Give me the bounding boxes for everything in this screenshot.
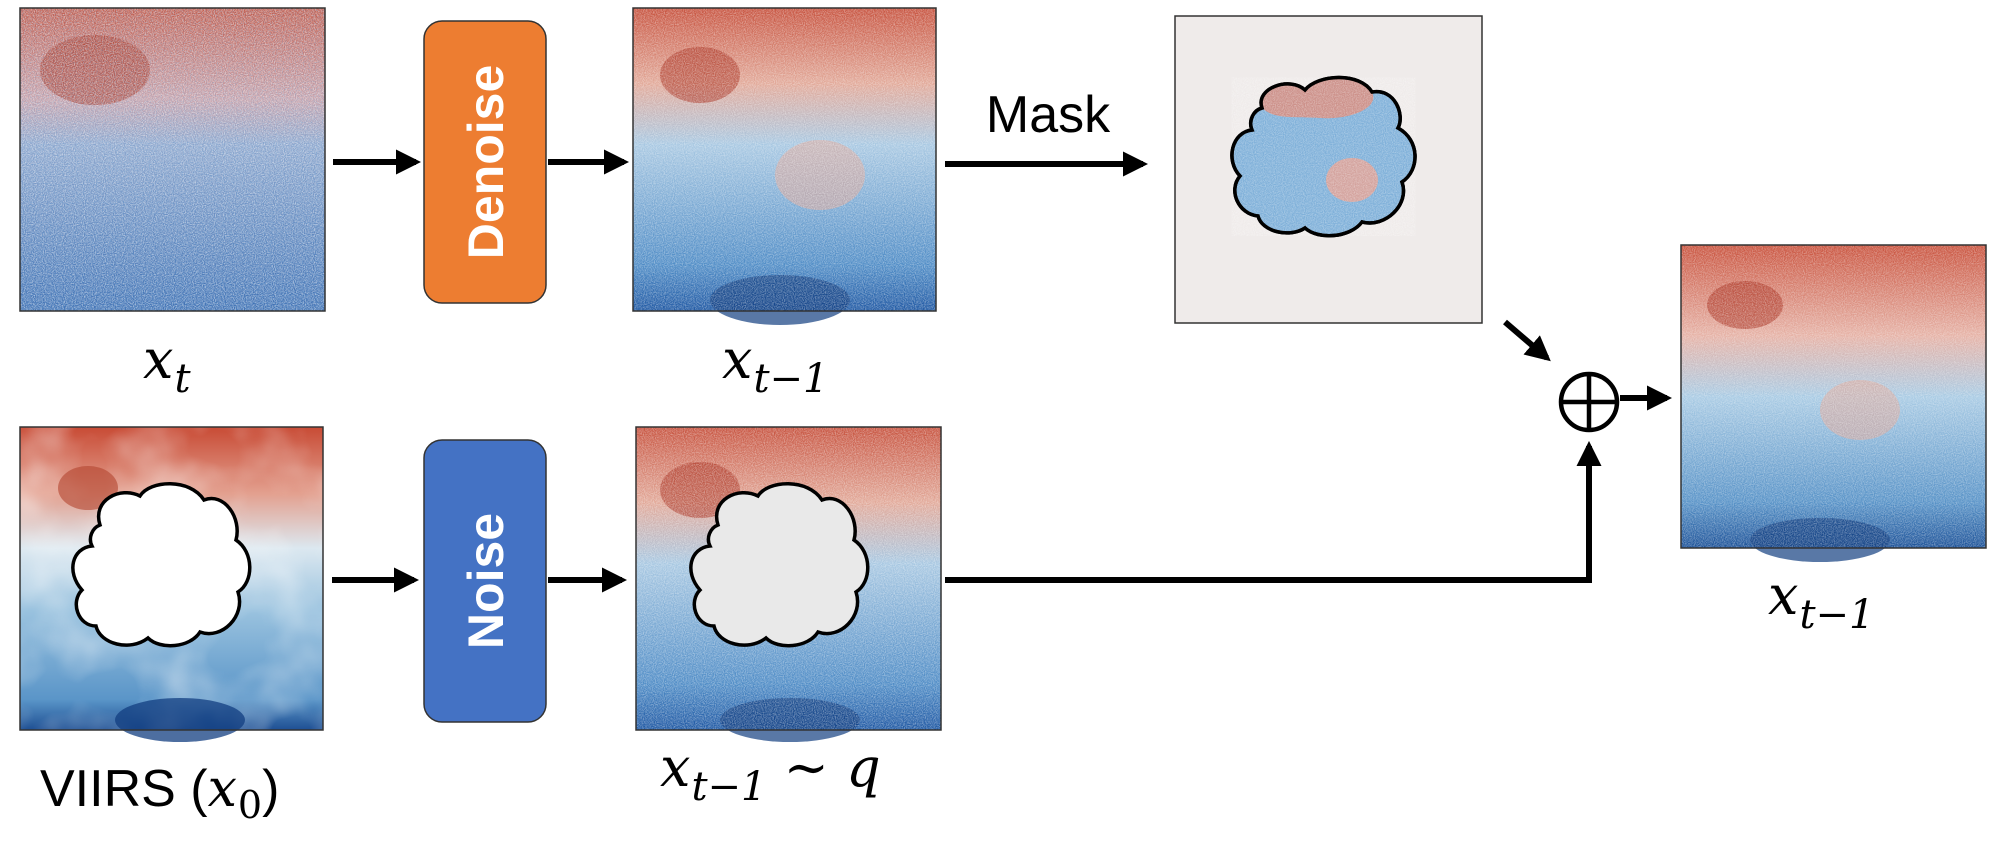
denoise-label: Denoise — [458, 65, 514, 260]
viirs-frame — [19, 426, 324, 731]
panel-xtm1-top: xt−1 — [632, 7, 937, 402]
viirs-warm-eddy — [58, 466, 118, 510]
output-label: xt−1 — [1768, 564, 1875, 638]
xt-frame — [19, 7, 326, 312]
viirs-label: VIIRS (x0) — [40, 759, 279, 827]
panel-output: xt−1 — [1680, 244, 1987, 638]
masked-cloud-outline — [1230, 75, 1417, 238]
denoise-box-bg — [423, 20, 547, 304]
noise-box: Noise — [423, 439, 547, 723]
viirs-cloud-hole — [71, 482, 252, 648]
panel-xt: xt — [19, 7, 326, 402]
xtm1q-cloud-hole — [689, 482, 870, 648]
viirs-cold-core — [115, 698, 245, 742]
masked-cloud-noise — [1231, 77, 1416, 236]
arrow-mask-to-combine — [1503, 319, 1551, 362]
noise-box-bg — [423, 439, 547, 723]
panel-viirs: VIIRS (x0) — [19, 426, 324, 827]
xt-noise-texture-2 — [20, 8, 325, 311]
xt-label: xt — [143, 328, 191, 402]
panel-masked — [1174, 15, 1483, 324]
noise-label: Noise — [458, 513, 514, 649]
combine-node — [1558, 371, 1620, 433]
mask-label: Mask — [986, 86, 1111, 144]
arrow-xtm1q-to-combine — [945, 440, 1602, 583]
panel-xtm1q: xt−1 ∼ q — [635, 426, 942, 810]
xtm1-top-label: xt−1 — [722, 328, 829, 402]
xtm1-top-noise — [633, 8, 936, 311]
xtm1q-label: xt−1 ∼ q — [660, 736, 881, 810]
xtm1-top-frame — [632, 7, 937, 312]
output-frame — [1680, 244, 1987, 549]
denoise-box: Denoise — [423, 20, 547, 304]
output-noise — [1681, 245, 1986, 548]
xtm1q-frame — [635, 426, 942, 731]
